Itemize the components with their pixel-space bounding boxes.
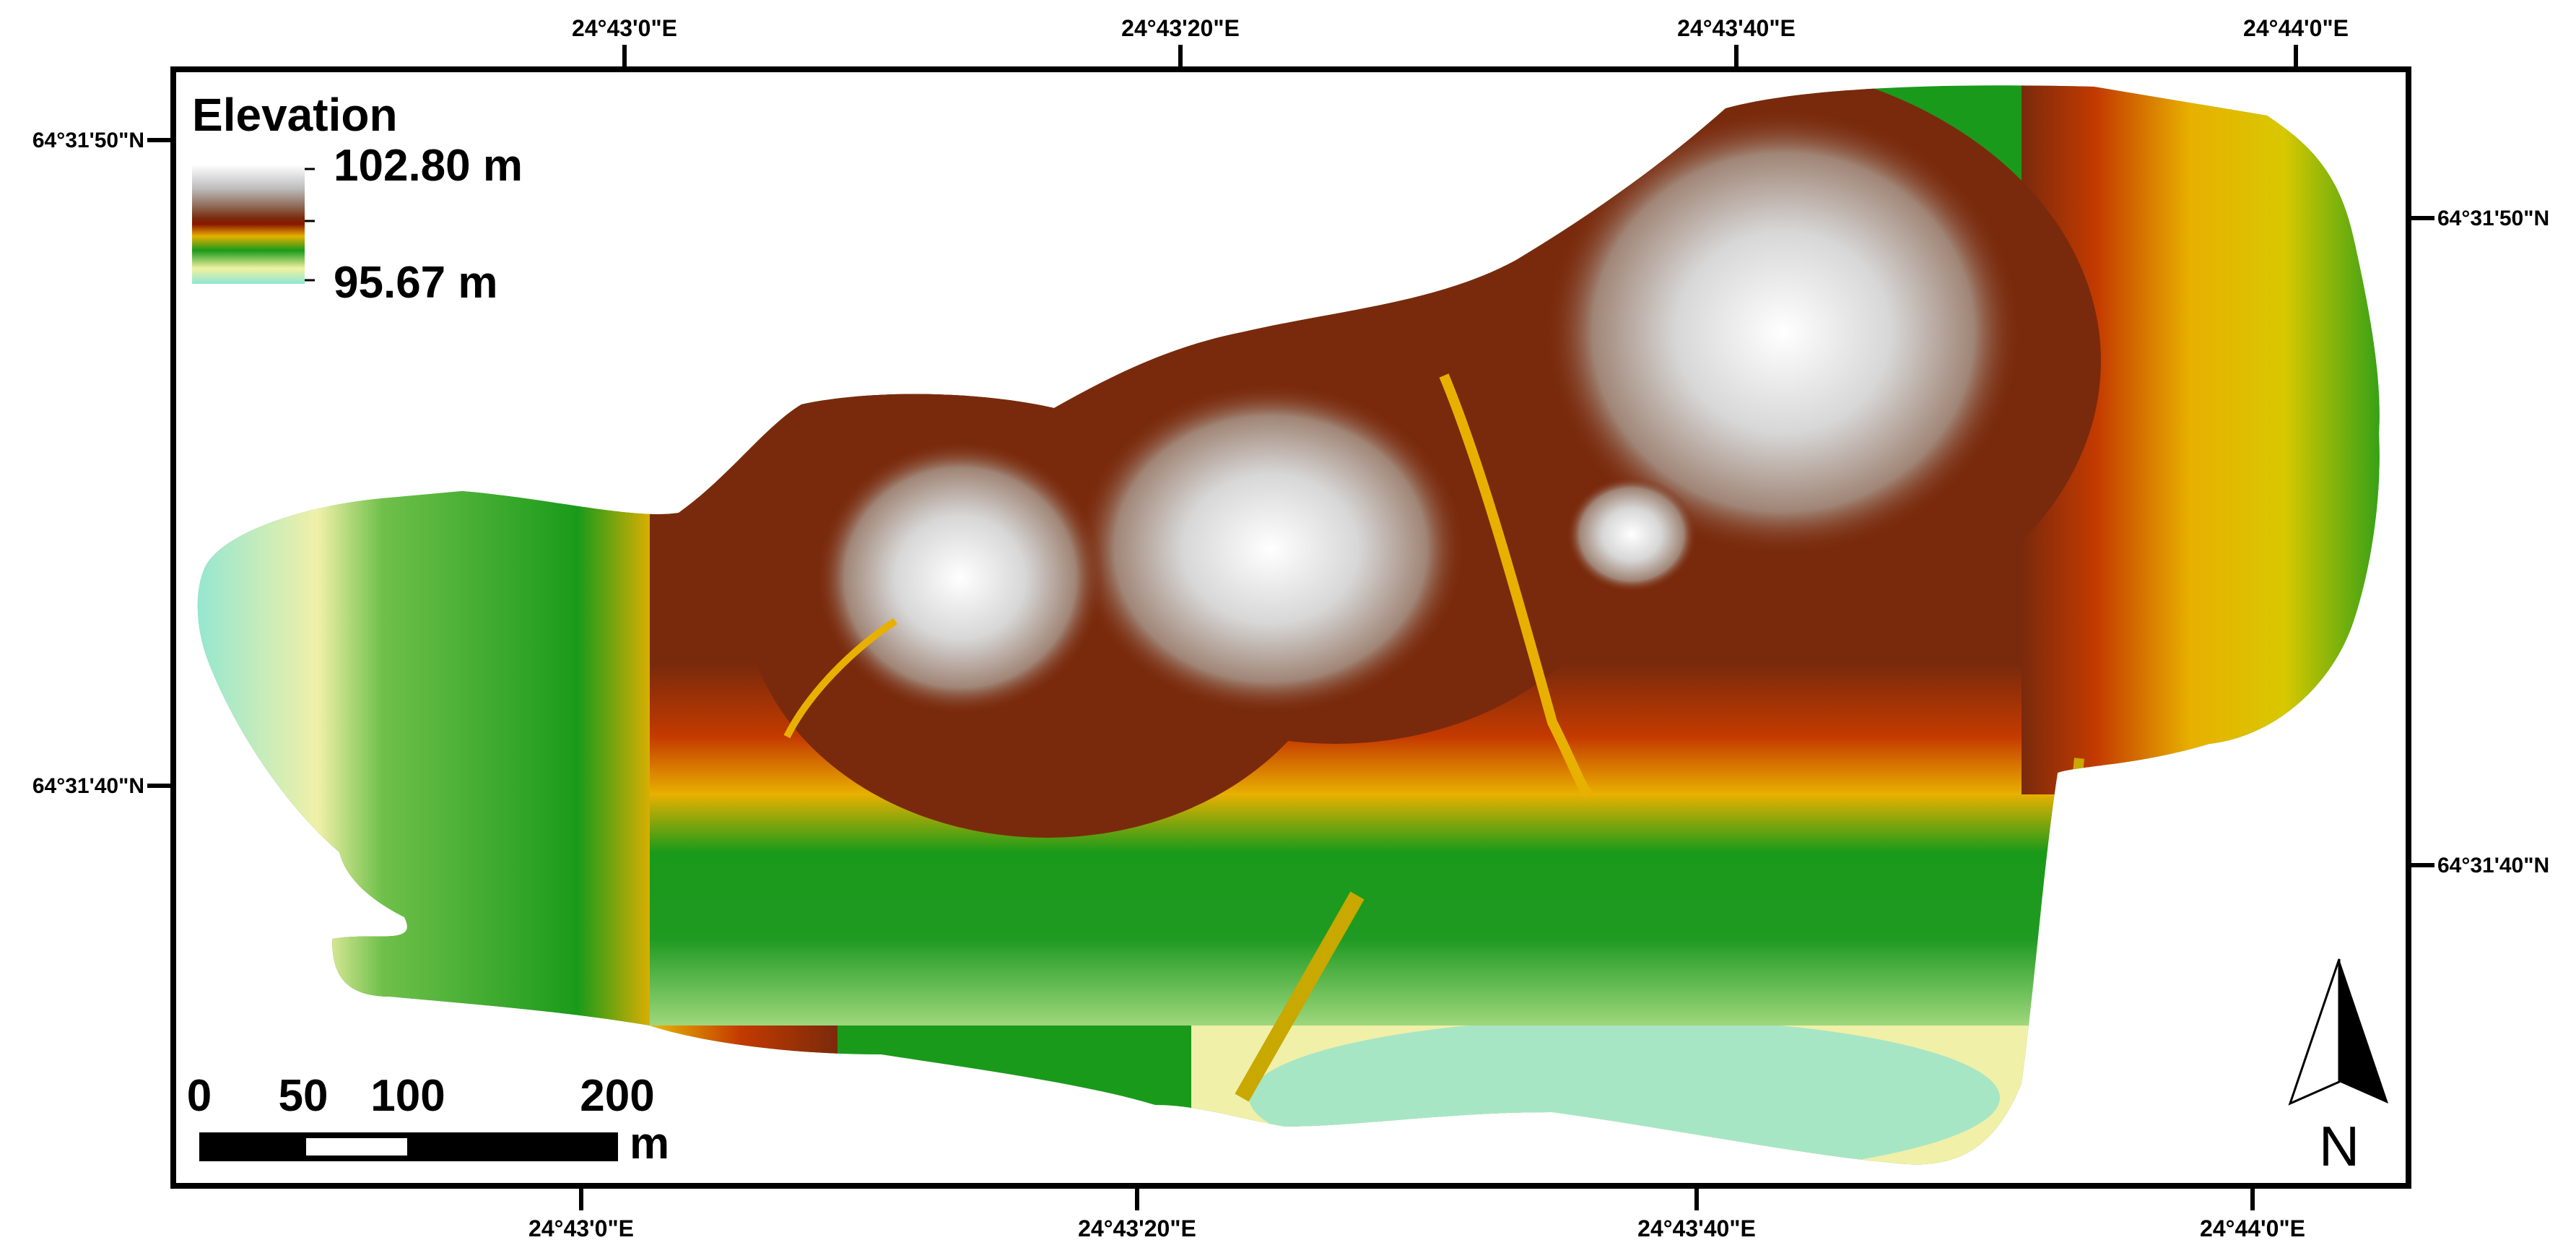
scale-label: 100 — [370, 1071, 445, 1121]
scale-bar: 0 50 100 200 m — [187, 1071, 669, 1169]
left-lat-label: 64°31'50"N — [32, 129, 144, 152]
elevation-legend: Elevation 102.80 m 95.67 m — [192, 89, 523, 308]
left-lat-label: 64°31'40"N — [32, 774, 144, 798]
right-lat-label: 64°31'40"N — [2437, 854, 2549, 877]
bottom-longitude-labels: 24°43'0"E 24°43'20"E 24°43'40"E 24°44'0"… — [528, 1186, 2305, 1241]
scale-label: 0 — [187, 1071, 212, 1121]
top-lon-label: 24°43'20"E — [1121, 15, 1240, 41]
right-lat-label: 64°31'50"N — [2437, 207, 2549, 230]
scale-label: 50 — [279, 1071, 328, 1121]
left-latitude-labels: 64°31'50"N 64°31'40"N — [32, 129, 173, 798]
top-lon-label: 24°43'40"E — [1677, 15, 1796, 41]
legend-color-ramp — [192, 165, 305, 284]
right-latitude-labels: 64°31'50"N 64°31'40"N — [2409, 207, 2549, 877]
bottom-lon-label: 24°43'0"E — [528, 1215, 634, 1241]
scale-segment — [306, 1138, 407, 1156]
legend-min-label: 95.67 m — [334, 258, 498, 308]
map-frame — [170, 66, 2411, 1189]
bottom-lon-label: 24°43'20"E — [1078, 1215, 1196, 1241]
legend-max-label: 102.80 m — [334, 141, 523, 191]
bottom-lon-label: 24°44'0"E — [2200, 1215, 2305, 1241]
north-arrow: N — [2288, 958, 2388, 1178]
scale-unit: m — [630, 1119, 669, 1169]
scale-label: 200 — [580, 1071, 654, 1121]
legend-title: Elevation — [192, 89, 398, 141]
terrain-surface — [197, 85, 2380, 1165]
north-label: N — [2319, 1114, 2359, 1178]
north-arrow-icon — [2339, 959, 2388, 1104]
top-lon-label: 24°43'0"E — [572, 15, 677, 41]
top-lon-label: 24°44'0"E — [2243, 15, 2349, 41]
top-longitude-labels: 24°43'0"E 24°43'20"E 24°43'40"E 24°44'0"… — [572, 15, 2349, 69]
bottom-lon-label: 24°43'40"E — [1637, 1215, 1756, 1241]
